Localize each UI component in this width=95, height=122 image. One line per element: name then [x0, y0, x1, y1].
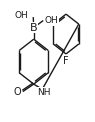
Text: NH: NH — [37, 88, 50, 97]
Text: F: F — [63, 56, 69, 66]
Text: OH: OH — [45, 16, 58, 25]
Text: O: O — [14, 87, 21, 97]
Text: B: B — [30, 23, 38, 33]
Text: OH: OH — [15, 11, 28, 20]
